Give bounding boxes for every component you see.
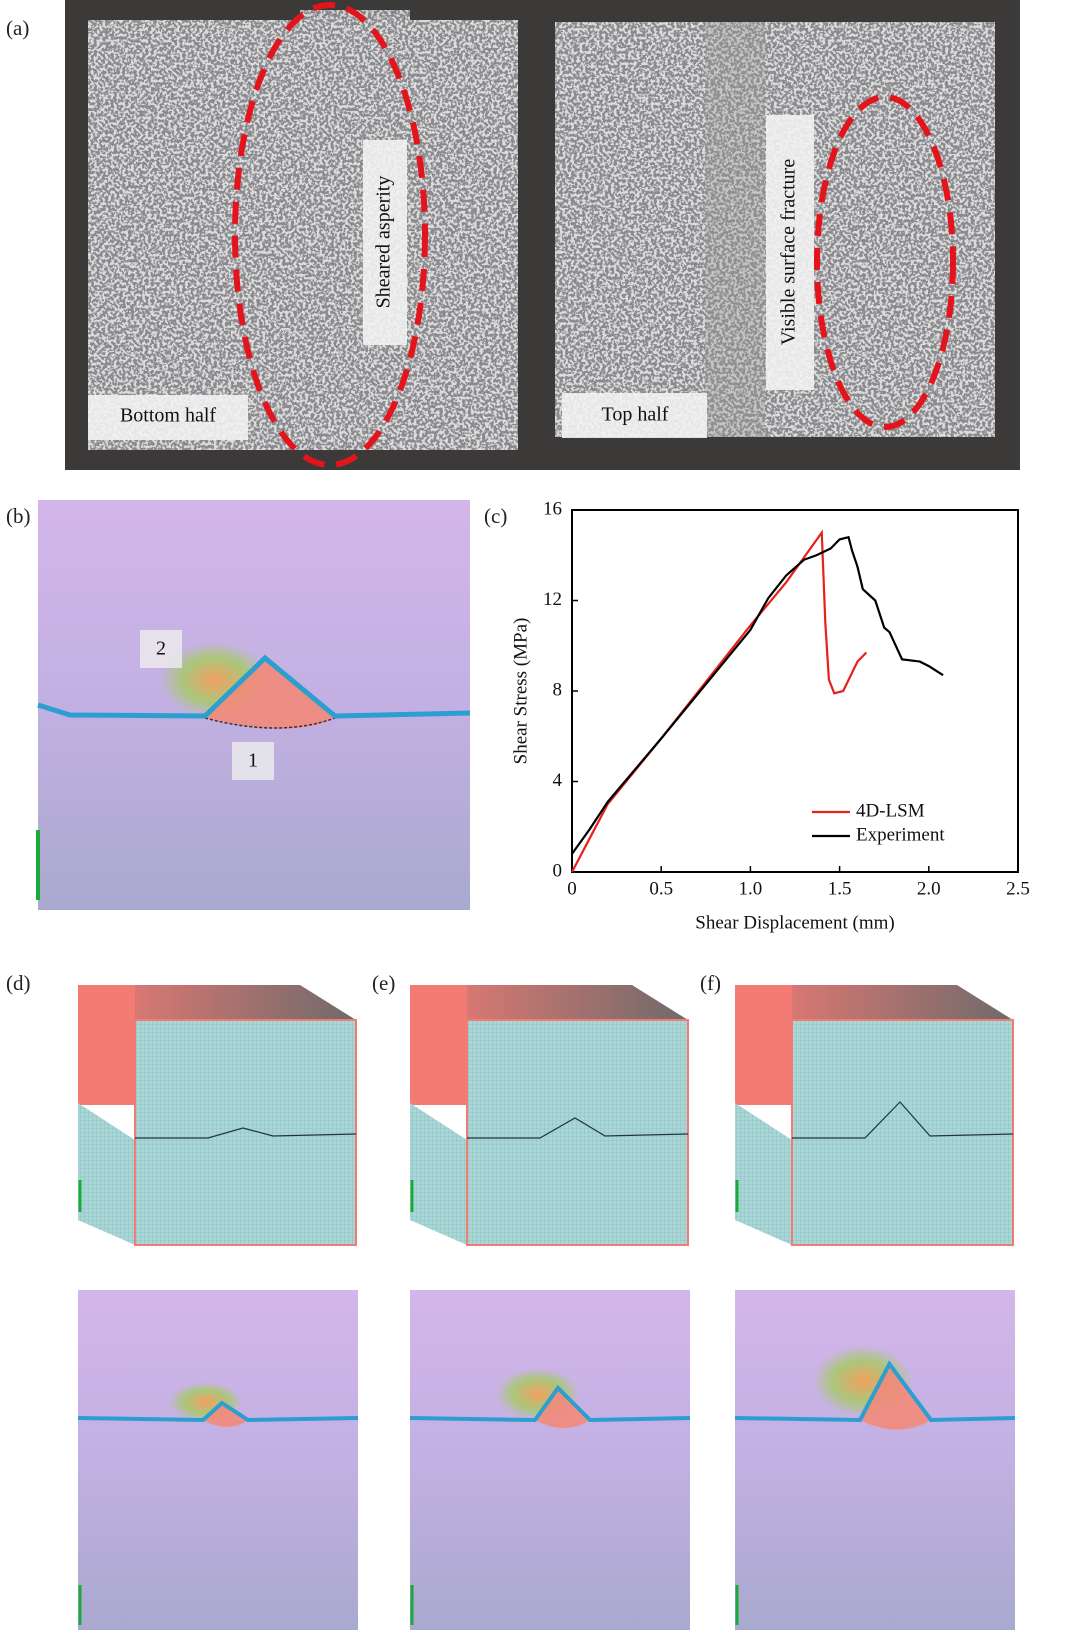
x-tick-label: 1.0	[739, 878, 763, 899]
block-top	[735, 985, 1013, 1020]
annotation: 2	[156, 638, 166, 660]
outline	[204, 717, 336, 729]
panel-label: (c)	[484, 504, 507, 528]
legend-label: Experiment	[856, 824, 945, 845]
asperity-zone	[203, 1403, 248, 1427]
legend-label: 4D-LSM	[856, 800, 925, 821]
block-top	[410, 985, 688, 1020]
data-line	[571, 529, 868, 873]
block-top	[78, 985, 356, 1020]
data-line	[571, 535, 944, 855]
x-axis-label: Shear Displacement (mm)	[695, 912, 894, 933]
y-tick-label: 16	[543, 498, 562, 519]
joint-profile	[135, 1127, 357, 1139]
block-lower-side	[735, 1103, 792, 1245]
panel-label: (f)	[700, 971, 721, 995]
simulation-box	[735, 1290, 1015, 1630]
label-box	[363, 140, 407, 345]
highlight	[814, 94, 956, 430]
joint-surface	[734, 1360, 1016, 1423]
chart: (c) Shear Displacement (mm) Shear Stress…	[484, 498, 1030, 933]
plot-frame	[571, 509, 1019, 873]
label-box	[88, 395, 248, 440]
y-axis-label: Shear Stress (MPa)	[510, 618, 531, 765]
annotation: Top half	[602, 404, 669, 426]
photo-panel: Sheared asperity Visible surface fractur…	[6, 0, 1020, 470]
panel-label: (e)	[372, 971, 395, 995]
joint-profile	[467, 1117, 689, 1139]
label-box	[232, 742, 274, 780]
joint-surface	[37, 654, 471, 719]
panel-label: (b)	[6, 504, 31, 528]
joint-surface	[77, 1400, 359, 1423]
groove	[705, 22, 765, 437]
x-tick-label: 0.5	[649, 878, 673, 899]
panel-label: (a)	[6, 16, 29, 40]
panel-label: (d)	[6, 971, 31, 995]
block-side	[735, 985, 792, 1105]
annotation: Sheared asperity	[373, 176, 395, 309]
joint-profile	[792, 1101, 1014, 1139]
y-tick-label: 12	[543, 589, 562, 610]
label-box	[140, 630, 182, 668]
block-side	[78, 985, 135, 1105]
block-lower-side	[410, 1103, 467, 1245]
block-front	[466, 1019, 689, 1246]
asperity-zone	[205, 658, 335, 729]
simulation-panel: 2 1 (b)	[6, 500, 471, 910]
block-front	[791, 1019, 1014, 1246]
highlight	[232, 2, 428, 468]
x-tick-label: 2.0	[917, 878, 941, 899]
x-tick-label: 1.5	[828, 878, 852, 899]
simulation-box	[410, 1290, 690, 1630]
joint-surface	[409, 1384, 691, 1423]
model-panels: (d) (e) (f)	[6, 971, 1016, 1630]
annotation: Bottom half	[120, 405, 216, 427]
y-tick-label: 4	[553, 770, 563, 791]
asperity-zone	[860, 1364, 931, 1430]
asperity-zone	[535, 1388, 590, 1428]
x-tick-label: 2.5	[1006, 878, 1030, 899]
annotation: Visible surface fracture	[778, 159, 800, 346]
y-tick-label: 0	[553, 860, 563, 881]
block-side	[410, 985, 467, 1105]
block-lower-side	[78, 1103, 135, 1245]
annotation: 1	[248, 750, 258, 772]
y-tick-label: 8	[553, 679, 563, 700]
x-tick-label: 0	[567, 878, 577, 899]
simulation-box	[78, 1290, 358, 1630]
label-box	[766, 115, 814, 390]
block-front	[134, 1019, 357, 1246]
label-box	[562, 393, 707, 438]
